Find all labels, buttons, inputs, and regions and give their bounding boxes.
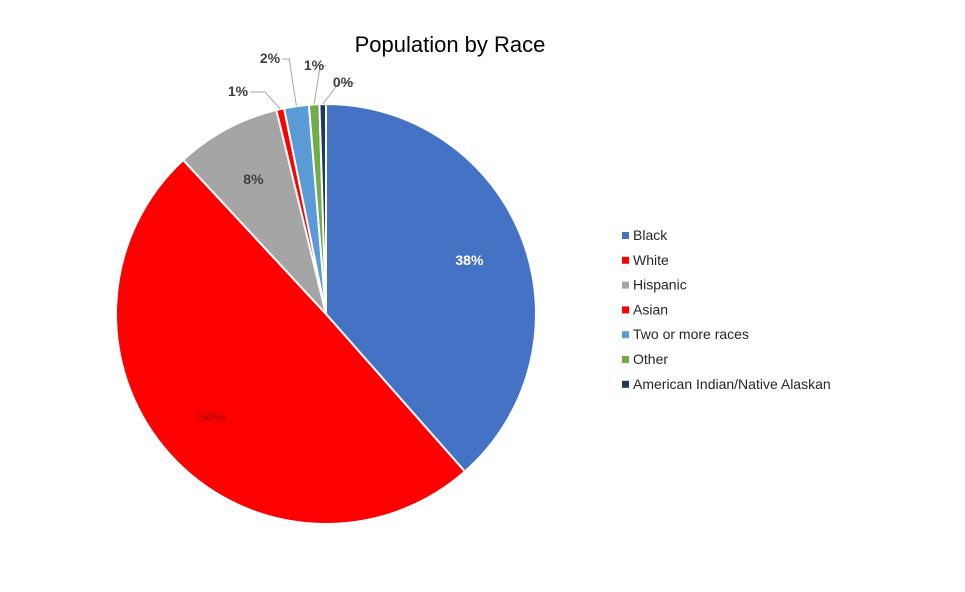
pie-slice-white	[115, 158, 467, 525]
legend-label: Hispanic	[633, 277, 687, 293]
data-label-hispanic: 8%	[243, 171, 264, 187]
legend-label: Asian	[633, 301, 668, 317]
legend-label: American Indian/Native Alaskan	[633, 376, 831, 392]
pie-slices	[115, 102, 537, 525]
pie-slice-hispanic	[181, 108, 328, 318]
chart-title: Population by Race	[355, 32, 546, 57]
leader-line	[322, 82, 355, 105]
legend-label: Two or more races	[633, 326, 749, 342]
legend-swatch	[622, 256, 629, 264]
legend: Black White Hispanic Asian Two or more races…	[622, 227, 831, 392]
data-label-two-or-more-races: 2%	[260, 50, 281, 66]
legend-swatch	[622, 281, 629, 289]
percent-labels: 38% 50% 8% 1% 2% 1% 0%	[198, 50, 484, 425]
legend-label: Other	[633, 351, 668, 367]
leader-line	[250, 91, 281, 110]
data-label-black: 38%	[455, 252, 484, 268]
data-label-asian: 1%	[228, 83, 249, 99]
leader-line	[313, 65, 326, 105]
data-label-white: 50%	[198, 409, 227, 425]
pie-slice-american-indian-native-alaskan	[318, 102, 327, 315]
data-label-american-indian-native-alaskan: 0%	[333, 74, 354, 90]
legend-swatch	[622, 356, 629, 363]
legend-swatch	[622, 306, 629, 314]
legend-swatch	[622, 232, 629, 239]
legend-swatch	[622, 331, 629, 339]
legend-label: White	[633, 252, 669, 268]
legend-swatch	[622, 380, 629, 388]
leader-line	[282, 58, 297, 107]
pie-slice-black	[325, 102, 537, 473]
leader-lines	[250, 58, 355, 110]
legend-label: Black	[633, 227, 668, 243]
data-label-other: 1%	[304, 57, 325, 73]
